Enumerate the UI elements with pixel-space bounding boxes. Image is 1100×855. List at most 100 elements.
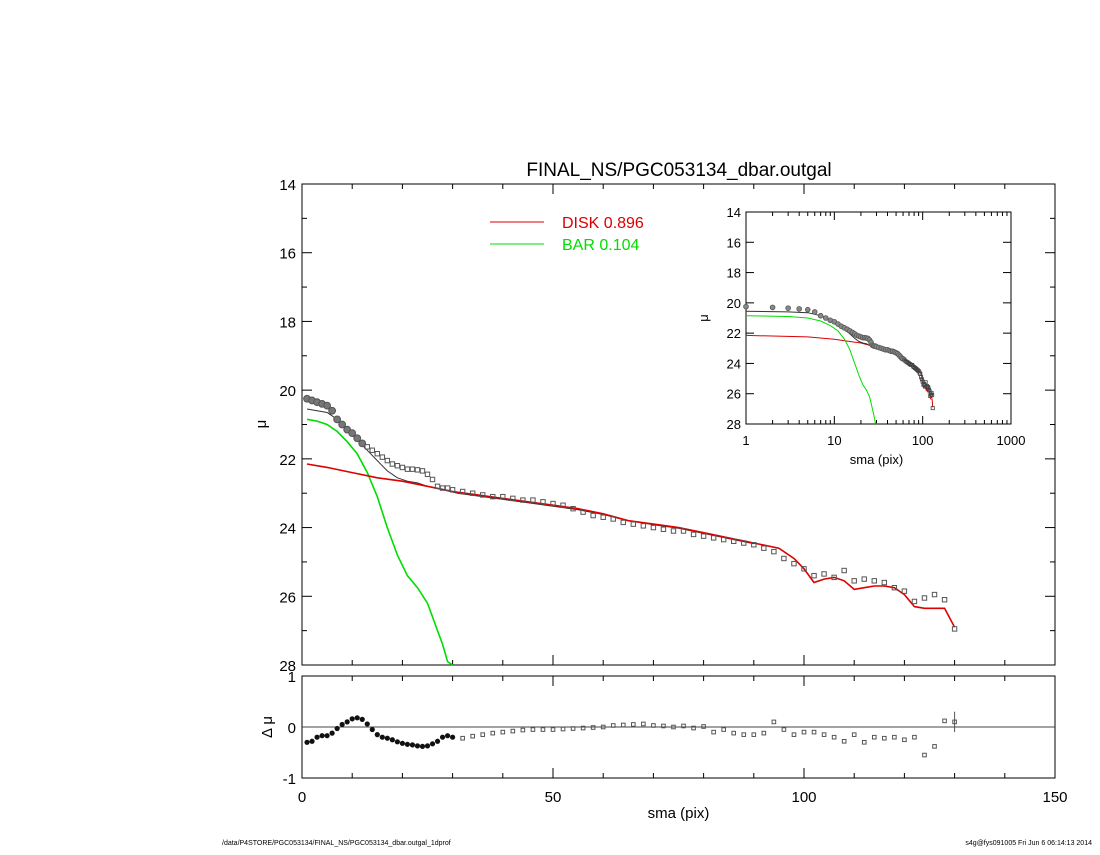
residual-point xyxy=(631,722,636,727)
data-point xyxy=(348,429,357,437)
inset-ylabel: μ xyxy=(696,314,711,322)
residual-point xyxy=(791,732,797,737)
data-point xyxy=(771,548,777,555)
data-point xyxy=(328,406,337,415)
residual-point xyxy=(892,734,897,740)
residual-point xyxy=(922,752,927,758)
data-point xyxy=(680,528,687,534)
residual-point xyxy=(349,716,355,722)
data-point xyxy=(951,626,958,632)
residual-point xyxy=(570,726,576,731)
residual-point xyxy=(671,724,676,730)
data-point xyxy=(490,493,496,500)
residual-point xyxy=(354,715,360,721)
inset-data-point xyxy=(817,312,824,319)
inset-xtick-label: 10 xyxy=(827,433,841,448)
inset-data-point xyxy=(919,375,924,380)
residual-point xyxy=(364,721,370,727)
inset-data-point xyxy=(923,380,928,385)
residual-point xyxy=(841,738,847,744)
residual-point xyxy=(424,743,431,749)
data-point xyxy=(389,461,396,467)
residual-point xyxy=(701,724,706,729)
residual-point xyxy=(811,729,817,735)
data-point xyxy=(861,576,867,582)
residual-point xyxy=(540,727,546,732)
residual-point xyxy=(871,734,877,740)
legend-label-disk: DISK 0.896 xyxy=(562,215,644,232)
residual-point xyxy=(490,730,496,736)
data-point xyxy=(323,401,332,410)
data-point xyxy=(791,560,797,567)
data-point xyxy=(429,476,436,483)
resid-ytick-label: 1 xyxy=(288,669,296,686)
inset-data-point xyxy=(929,390,934,395)
residual-point xyxy=(359,716,365,722)
residual-point xyxy=(409,742,416,748)
residual-point xyxy=(339,721,345,728)
residual-point xyxy=(781,727,787,732)
data-point xyxy=(620,519,626,526)
inset-ytick-label: 26 xyxy=(727,387,741,402)
data-point xyxy=(871,578,877,584)
residual-point xyxy=(691,725,696,731)
data-point xyxy=(851,578,857,584)
data-point xyxy=(374,451,381,457)
residual-point xyxy=(444,733,451,739)
data-point xyxy=(710,535,717,541)
residual-point xyxy=(681,723,686,729)
data-point xyxy=(409,466,416,472)
residual-point xyxy=(530,727,536,732)
data-point xyxy=(811,572,817,579)
inset-data-point xyxy=(822,315,829,321)
residual-point xyxy=(641,721,646,727)
residual-point xyxy=(831,734,837,740)
data-point xyxy=(364,444,370,450)
residual-point xyxy=(661,723,666,729)
inset-xtick-label: 1 xyxy=(742,433,749,448)
resid-xtick-label: 150 xyxy=(1042,789,1067,806)
residual-point xyxy=(329,730,335,736)
residual-point xyxy=(324,733,330,739)
residual-point xyxy=(439,734,446,740)
residual-point xyxy=(450,734,456,740)
residual-point xyxy=(419,743,426,749)
inset-ytick-label: 20 xyxy=(727,296,741,311)
inset-log-panel: 14 16 18 20 22 24 26 281 10 100 1000 sma (pix) μ xyxy=(696,205,1025,467)
data-point xyxy=(761,545,767,551)
residual-point xyxy=(550,727,556,732)
data-point xyxy=(444,485,451,491)
residual-point xyxy=(620,722,626,728)
inset-data-point xyxy=(919,377,924,382)
data-point xyxy=(751,542,757,548)
residual-point xyxy=(580,725,586,731)
resid-ytick-label: 0 xyxy=(288,720,296,737)
residual-point xyxy=(771,719,777,725)
resid-xtick-label: 100 xyxy=(791,789,816,806)
residual-point xyxy=(751,732,757,737)
data-point xyxy=(640,523,647,529)
residual-point xyxy=(741,732,747,737)
data-point xyxy=(560,502,566,508)
inset-plot-frame xyxy=(745,211,1012,425)
data-point xyxy=(891,584,898,591)
residual-point xyxy=(520,727,526,733)
data-point xyxy=(480,492,486,498)
residual-point xyxy=(882,735,887,741)
residual-point xyxy=(379,734,385,740)
data-point xyxy=(419,468,426,474)
residual-point xyxy=(414,743,421,749)
data-point xyxy=(901,588,908,594)
residual-point xyxy=(480,732,486,737)
resid-xlabel: sma (pix) xyxy=(648,805,710,822)
residual-point xyxy=(429,741,436,747)
data-point xyxy=(700,533,707,539)
data-point xyxy=(404,466,411,472)
data-point xyxy=(881,579,888,586)
disk-model-line xyxy=(306,463,956,628)
main-ytick-label: 22 xyxy=(279,452,296,469)
inset-ytick-label: 14 xyxy=(727,205,741,220)
residual-point xyxy=(389,737,395,743)
